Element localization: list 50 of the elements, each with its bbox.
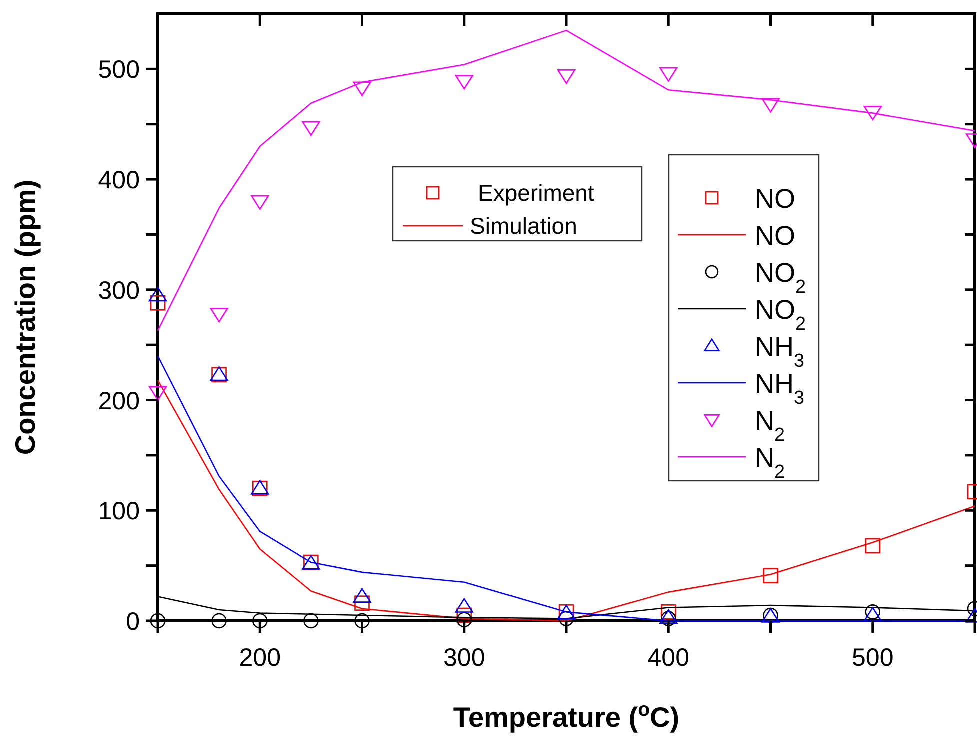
point: [304, 613, 319, 629]
point: [150, 296, 166, 311]
y-tick-label: 500: [98, 56, 140, 84]
point: [354, 596, 370, 611]
legend-label: NO: [755, 184, 796, 214]
point: [456, 608, 472, 624]
y-tick-label: 100: [98, 498, 140, 526]
point: [660, 67, 678, 82]
point: [455, 598, 474, 613]
annotation: Simulation: [470, 213, 578, 239]
point: [865, 538, 881, 554]
point: [864, 106, 882, 121]
point: [251, 195, 270, 210]
annotation: Experiment: [478, 180, 595, 206]
y-tick-label: 300: [98, 276, 140, 305]
point: [763, 568, 778, 584]
point: [302, 121, 320, 136]
point: [557, 70, 576, 84]
y-tick-label: 0: [126, 608, 140, 636]
legend-label: NH$_{3}$: [755, 369, 805, 408]
y-tick-label: 400: [98, 166, 140, 195]
legend-label: N$_{2}$: [755, 443, 786, 482]
point: [455, 75, 474, 90]
x-axis-title: Temperature ($^{o}$C): [453, 699, 680, 733]
point: [762, 98, 780, 113]
x-tick-label: 400: [648, 644, 690, 672]
point: [210, 308, 228, 323]
x-tick-label: 500: [852, 644, 894, 672]
legend-label: NO$_{2}$: [755, 258, 806, 298]
legend-label: NO: [755, 221, 796, 251]
point: [252, 613, 268, 629]
legend-label: NH$_{3}$: [755, 332, 805, 372]
point: [148, 386, 168, 401]
point: [212, 613, 227, 629]
style-key: Experiment Simulation: [392, 166, 643, 242]
y-tick-label: 200: [98, 387, 140, 416]
point: [558, 611, 574, 626]
y-axis-title: Concentration (ppm): [10, 180, 41, 456]
x-tick-label: 200: [239, 644, 281, 672]
x-tick-label: 300: [444, 644, 486, 672]
point: [148, 287, 168, 302]
point: [353, 82, 372, 96]
point: [353, 588, 372, 603]
legend-label: NO$_{2}$: [755, 295, 806, 334]
legend-label: N$_{2}$: [755, 406, 786, 446]
point: [456, 612, 472, 628]
point: [354, 613, 370, 629]
point: [660, 604, 676, 620]
line-series: [157, 30, 976, 332]
point: [150, 613, 166, 629]
